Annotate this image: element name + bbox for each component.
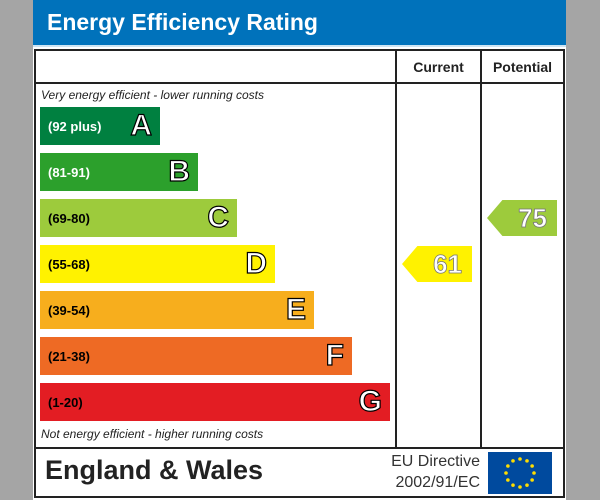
row-divider (36, 82, 563, 84)
band-letter: B (168, 154, 191, 188)
band-e: (39-54) E (40, 291, 314, 329)
band-g: (1-20) G (40, 383, 390, 421)
band-range: (81-91) (48, 164, 90, 180)
directive-line-1: EU Directive (391, 453, 480, 470)
header-divider (33, 45, 566, 47)
band-letter: G (358, 384, 383, 418)
band-a: (92 plus) A (40, 107, 160, 145)
band-range: (69-80) (48, 210, 90, 226)
current-rating-value: 61 (433, 248, 463, 279)
eu-directive: EU Directive 2002/91/EC (363, 451, 480, 493)
eu-star (518, 485, 522, 489)
band-letter: E (285, 292, 306, 326)
band-range: (39-54) (48, 302, 90, 318)
band-range: (92 plus) (48, 118, 102, 134)
band-d: (55-68) D (40, 245, 275, 283)
epc-panel: Energy Efficiency Rating Current Potenti… (33, 0, 566, 500)
eu-star (511, 483, 515, 487)
eu-star (504, 471, 508, 475)
eu-star (530, 464, 534, 468)
eu-flag-icon (488, 452, 552, 494)
rating-table: Current Potential Very energy efficient … (34, 49, 565, 498)
chart-title: Energy Efficiency Rating (33, 0, 566, 45)
column-divider (395, 51, 397, 447)
directive-line-2: 2002/91/EC (395, 474, 480, 491)
eu-star (532, 471, 536, 475)
band-letter: A (130, 108, 153, 142)
column-divider (480, 51, 482, 447)
eu-star (506, 464, 510, 468)
band-b: (81-91) B (40, 153, 198, 191)
potential-rating-value: 75 (518, 202, 548, 233)
eu-star (511, 459, 515, 463)
band-letter: C (207, 200, 230, 234)
band-letter: D (245, 246, 268, 280)
eu-star (525, 459, 529, 463)
band-range: (55-68) (48, 256, 90, 272)
column-header-potential: Potential (492, 59, 553, 75)
column-header-current: Current (413, 59, 464, 75)
band-range: (21-38) (48, 348, 90, 364)
top-note: Very energy efficient - lower running co… (41, 88, 264, 102)
potential-rating-arrow: 75 (487, 200, 557, 236)
band-letter: F (325, 338, 345, 372)
band-range: (1-20) (48, 394, 83, 410)
eu-star (518, 457, 522, 461)
bottom-note: Not energy efficient - higher running co… (41, 427, 264, 441)
eu-star (530, 478, 534, 482)
band-f: (21-38) F (40, 337, 352, 375)
row-divider (36, 447, 563, 449)
eu-star (506, 478, 510, 482)
current-rating-arrow: 61 (402, 246, 472, 282)
band-c: (69-80) C (40, 199, 237, 237)
region-label: England & Wales (45, 455, 264, 485)
eu-star (525, 483, 529, 487)
